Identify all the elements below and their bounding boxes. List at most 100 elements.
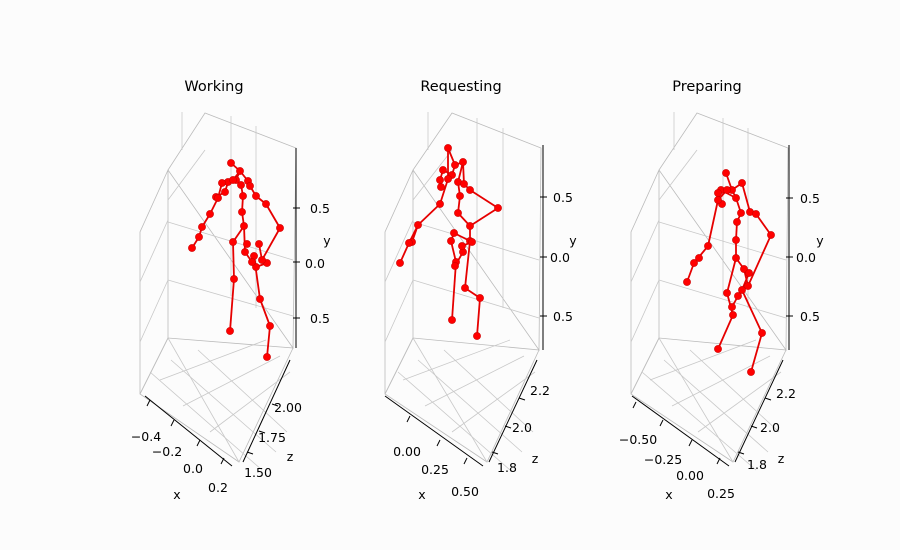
- x-tick: [632, 401, 637, 409]
- y-axis-label: y: [569, 233, 577, 248]
- skeleton-joint: [226, 327, 234, 335]
- grid-line: [384, 279, 414, 343]
- z-tick-label: 1.8: [747, 457, 767, 472]
- skeleton-joint: [451, 161, 459, 169]
- subplot-title: Working: [184, 79, 243, 95]
- z-axis-line: [242, 359, 291, 463]
- skeleton-joint: [188, 244, 196, 252]
- grid-line: [397, 371, 511, 471]
- skeleton-bone: [707, 199, 719, 247]
- skeleton-joint: [733, 218, 741, 226]
- grid-line: [384, 219, 414, 283]
- z-tick: [750, 425, 758, 429]
- skeleton-joint: [436, 176, 444, 184]
- skeleton-joint: [458, 242, 466, 250]
- skeleton-joint: [444, 175, 452, 183]
- skeleton-bone: [741, 289, 763, 334]
- skeleton-bone: [232, 241, 235, 280]
- skeleton-bone: [451, 261, 457, 321]
- y-tick-label: 0.0: [305, 256, 325, 271]
- grid-line: [159, 339, 267, 381]
- grid-line: [167, 337, 240, 463]
- skeleton-joint: [714, 345, 722, 353]
- grid-line: [209, 371, 291, 433]
- skeleton-joint: [240, 222, 248, 230]
- x-tick: [406, 415, 411, 423]
- z-tick: [491, 451, 499, 455]
- z-tick-label: 1.8: [497, 460, 517, 475]
- skeleton-joint: [255, 240, 263, 248]
- skeleton-joint: [238, 208, 246, 216]
- x-axis-line: [144, 395, 233, 467]
- skeleton-joint: [243, 240, 251, 248]
- y-tick-label: 0.5: [800, 191, 820, 206]
- grid-line: [412, 221, 540, 261]
- grid-line: [658, 337, 734, 463]
- x-tick: [196, 439, 201, 447]
- grid-line: [424, 355, 525, 407]
- skeleton-joint: [447, 237, 455, 245]
- x-tick: [716, 457, 721, 465]
- skeleton-joint: [256, 295, 264, 303]
- grid-line: [149, 371, 263, 471]
- y-tick-label: 0.0: [796, 250, 816, 265]
- skeleton-joint: [195, 233, 203, 241]
- skeleton-bone: [726, 257, 737, 294]
- x-tick-label: 0.25: [421, 462, 449, 477]
- skeleton-joint: [729, 311, 737, 319]
- subplot-2: 0.000.250.50 1.8 2.0 2.2 0.5 0.0 0.5 x z y Request…: [384, 79, 577, 502]
- x-tick-label: −0.4: [131, 429, 161, 444]
- skeleton-joint: [683, 278, 691, 286]
- z-tick: [737, 451, 745, 455]
- z-axis-label: z: [287, 449, 294, 464]
- skeleton-joint: [444, 144, 452, 152]
- skeleton-joint: [236, 167, 244, 175]
- skeleton-joint: [396, 259, 404, 267]
- skeleton-joint: [456, 192, 464, 200]
- skeleton-joint: [476, 294, 484, 302]
- skeleton-joint: [448, 316, 456, 324]
- skeleton-joint: [198, 223, 206, 231]
- grid-line: [658, 279, 787, 319]
- x-tick-label: −0.2: [152, 444, 182, 459]
- skeleton-joint: [714, 189, 722, 197]
- skeleton-joint: [466, 186, 474, 194]
- grid-line: [402, 339, 511, 381]
- z-tick-label: 2.00: [274, 400, 302, 415]
- skeleton-joint: [722, 169, 730, 177]
- skeleton-bone: [741, 182, 751, 213]
- skeleton-bone: [755, 213, 772, 236]
- skeleton-bone: [266, 325, 271, 358]
- side-pane: [630, 169, 660, 395]
- x-tick: [463, 457, 468, 465]
- grid-line: [630, 219, 660, 283]
- x-axis-label: x: [418, 487, 425, 502]
- x-axis-line: [384, 395, 484, 467]
- skeleton-joint: [437, 183, 445, 191]
- skeleton-joint: [734, 292, 742, 300]
- grid-line: [197, 349, 288, 433]
- skeleton-joint: [738, 179, 746, 187]
- skeleton-joint: [723, 186, 731, 194]
- grid-line: [139, 219, 169, 283]
- skeleton-joint: [459, 158, 467, 166]
- grid-line: [182, 355, 281, 407]
- y-axis-label: y: [323, 233, 331, 248]
- skeleton-joint: [230, 275, 238, 283]
- skeleton-joint: [450, 229, 458, 237]
- grid-line: [412, 279, 540, 319]
- skeleton-joint: [738, 286, 746, 294]
- skeleton-joint: [454, 209, 462, 217]
- x-tick: [220, 457, 225, 465]
- grid-line: [412, 149, 453, 201]
- skeleton-joint: [248, 258, 256, 266]
- skeleton-bone: [243, 225, 246, 253]
- skeleton-bone: [464, 240, 471, 289]
- skeleton-bone: [747, 234, 772, 287]
- skeleton-joint: [214, 194, 222, 202]
- z-tick: [518, 397, 526, 401]
- skeleton-joint: [473, 332, 481, 340]
- x-tick-label: 0.0: [183, 461, 203, 476]
